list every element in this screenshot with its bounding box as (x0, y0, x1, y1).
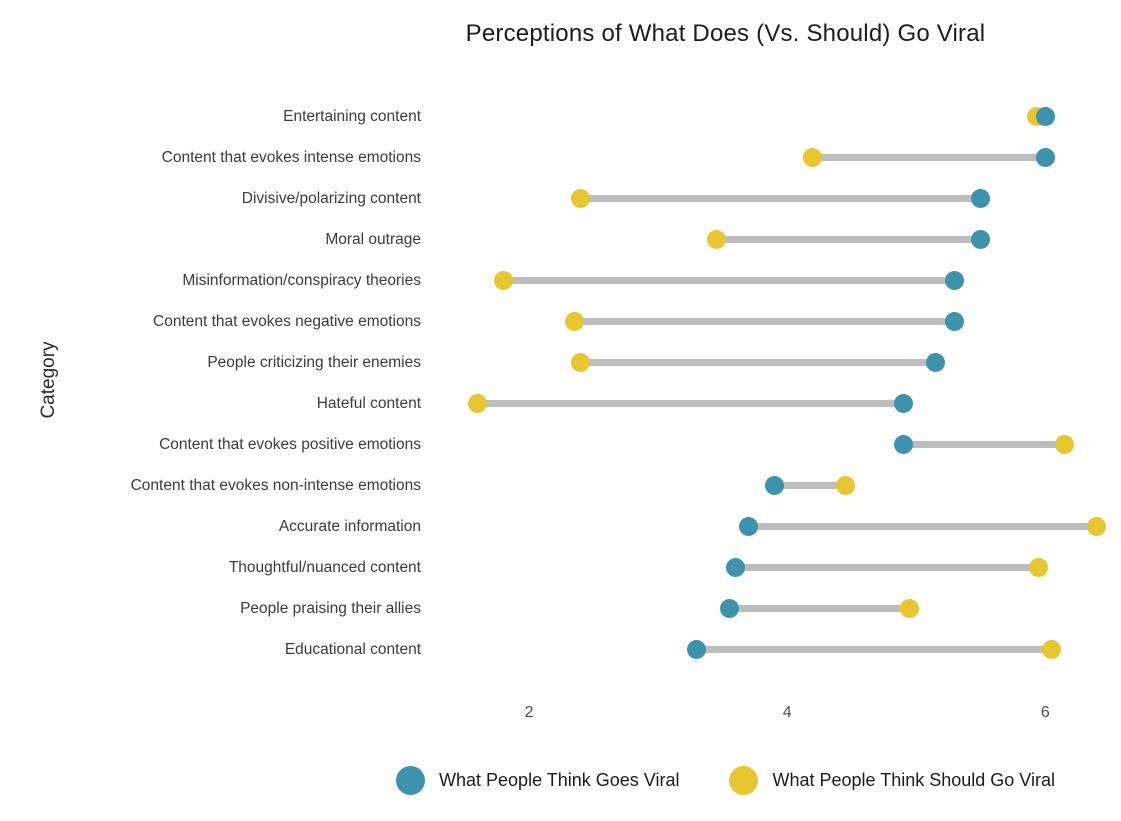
connector-line (503, 277, 955, 284)
dot-should-go-viral (571, 189, 591, 208)
connector-line (812, 154, 1046, 161)
legend-should-viral-label: What People Think Should Go Viral (772, 770, 1055, 790)
dot-goes-viral (687, 640, 707, 659)
dumbbell-row (440, 547, 1115, 588)
legend: What People Think Goes Viral What People… (330, 766, 1121, 795)
dot-should-go-viral (1029, 558, 1049, 577)
category-labels: Entertaining content Content that evokes … (0, 96, 421, 670)
dot-should-go-viral (803, 148, 823, 167)
dot-goes-viral (945, 312, 965, 331)
connector-line (477, 400, 904, 407)
x-tick-label: 6 (1040, 704, 1050, 721)
dumbbell-row (440, 301, 1115, 342)
connector-line (574, 318, 955, 325)
dot-goes-viral (719, 599, 739, 618)
chart-title: Perceptions of What Does (Vs. Should) Go… (465, 20, 986, 47)
dumbbell-row (440, 465, 1115, 506)
dot-goes-viral (893, 435, 913, 454)
dot-goes-viral (738, 517, 758, 536)
dot-should-go-viral (1087, 517, 1107, 536)
dumbbell-row (440, 137, 1115, 178)
dot-should-go-viral (1055, 435, 1075, 454)
connector-line (580, 195, 981, 202)
dot-goes-viral (764, 476, 784, 495)
category-label: People praising their allies (240, 600, 421, 617)
connector-line (903, 441, 1065, 448)
category-label: Thoughtful/nuanced content (228, 559, 421, 576)
dot-goes-viral (926, 353, 946, 372)
connector-line (729, 605, 910, 612)
dumbbell-row (440, 424, 1115, 465)
legend-goes-viral-label: What People Think Goes Viral (439, 770, 680, 790)
dot-goes-viral (971, 189, 991, 208)
dot-goes-viral (971, 230, 991, 249)
x-axis-ticks: 2 4 6 (440, 704, 1115, 730)
dumbbell-row (440, 588, 1115, 629)
dumbbell-row (440, 383, 1115, 424)
connector-line (748, 523, 1097, 530)
dumbbell-row (440, 629, 1115, 670)
dot-should-go-viral (706, 230, 726, 249)
dot-goes-viral (1035, 148, 1055, 167)
connector-line (580, 359, 936, 366)
dumbbell-row (440, 96, 1115, 137)
dot-goes-viral (726, 558, 746, 577)
connector-line (774, 482, 846, 489)
category-label: Entertaining content (283, 108, 421, 125)
category-label: Content that evokes intense emotions (161, 149, 421, 166)
category-label: Content that evokes negative emotions (153, 313, 421, 330)
category-label: Educational content (284, 641, 421, 658)
category-label: People criticizing their enemies (207, 354, 421, 371)
category-label: Misinformation/conspiracy theories (182, 272, 421, 289)
connector-line (696, 646, 1052, 653)
dot-goes-viral (893, 394, 913, 413)
dumbbell-row (440, 342, 1115, 383)
x-tick-label: 4 (782, 704, 792, 721)
dot-should-go-viral (571, 353, 591, 372)
category-label: Divisive/polarizing content (241, 190, 421, 207)
dot-should-go-viral (900, 599, 920, 618)
dumbbell-row (440, 219, 1115, 260)
category-label: Accurate information (278, 518, 421, 535)
legend-should-viral-swatch (729, 766, 759, 795)
dot-should-go-viral (493, 271, 513, 290)
dot-goes-viral (945, 271, 965, 290)
category-label: Moral outrage (325, 231, 421, 248)
dot-should-go-viral (1042, 640, 1062, 659)
category-label: Content that evokes positive emotions (159, 436, 421, 453)
category-label: Content that evokes non-intense emotions (130, 477, 421, 494)
dot-should-go-viral (467, 394, 487, 413)
dot-should-go-viral (564, 312, 584, 331)
legend-goes-viral-swatch (396, 766, 426, 795)
dumbbell-row (440, 506, 1115, 547)
dot-goes-viral (1035, 107, 1055, 126)
x-tick-label: 2 (524, 704, 534, 721)
connector-line (735, 564, 1039, 571)
dumbbell-row (440, 178, 1115, 219)
plot-area (440, 96, 1115, 670)
category-label: Hateful content (316, 395, 421, 412)
dumbbell-row (440, 260, 1115, 301)
connector-line (716, 236, 981, 243)
dot-should-go-viral (835, 476, 855, 495)
